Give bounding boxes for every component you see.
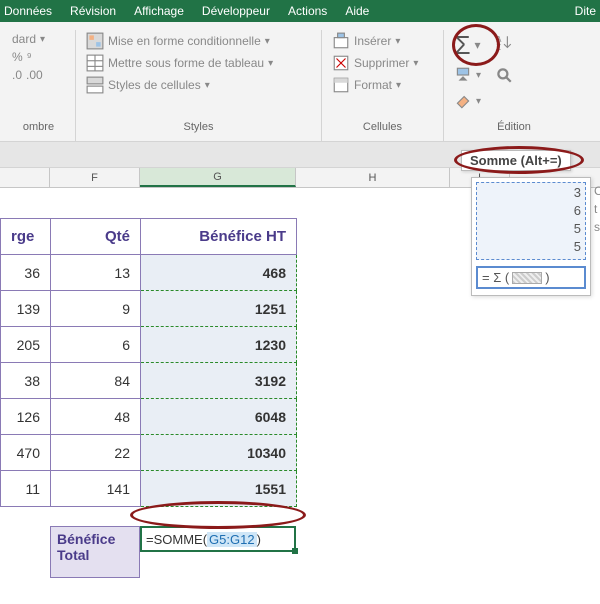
conditional-formatting-button[interactable]: Mise en forme conditionnelle▾ <box>86 32 311 50</box>
col-header-h[interactable]: H <box>296 168 450 187</box>
increase-decimal-button[interactable]: .0 <box>12 68 22 82</box>
col-header-g[interactable]: G <box>140 168 296 187</box>
autosum-preview-result: = Σ () <box>476 266 586 289</box>
group-cells: Insérer▾ Supprimer▾ Format▾ Cellules <box>322 30 444 141</box>
header-benefice: Bénéfice HT <box>141 219 297 255</box>
tab-actions[interactable]: Actions <box>288 4 327 18</box>
data-table: rge Qté Bénéfice HT 3613468 13991251 205… <box>0 218 297 507</box>
format-button[interactable]: Format▾ <box>332 76 433 94</box>
autosum-sample-values: 3 6 5 5 <box>476 182 586 260</box>
search-icon <box>495 66 513 84</box>
delete-icon <box>332 54 350 72</box>
active-formula-cell[interactable]: =SOMME(G5:G12) <box>140 526 296 552</box>
sort-filter-button[interactable]: AZ <box>495 34 513 52</box>
group-number: dard▾ % ⁹ .0 .00 ombre <box>2 30 76 141</box>
table-row[interactable]: 126486048 <box>1 399 297 435</box>
group-editing: Σ▾ ▾ ▾ AZ Édition <box>444 30 584 141</box>
format-icon <box>332 76 350 94</box>
cell-styles-button[interactable]: Styles de cellules▾ <box>86 76 311 94</box>
tooltip-body-clip: C t s <box>594 182 600 236</box>
autosum-button[interactable]: Σ▾ <box>454 32 480 58</box>
tab-aide[interactable]: Aide <box>345 4 369 18</box>
group-label-cells: Cellules <box>332 119 433 137</box>
group-styles: Mise en forme conditionnelle▾ Mettre sou… <box>76 30 322 141</box>
ribbon: dard▾ % ⁹ .0 .00 ombre Mise en forme con… <box>0 22 600 142</box>
delete-button[interactable]: Supprimer▾ <box>332 54 433 72</box>
ribbon-tabs: Données Révision Affichage Développeur A… <box>0 0 600 22</box>
group-label-styles: Styles <box>86 119 311 137</box>
tab-donnees[interactable]: Données <box>4 4 52 18</box>
header-marge: rge <box>1 219 51 255</box>
total-label-cell[interactable]: Bénéfice Total <box>50 526 140 578</box>
tab-dites[interactable]: Dite <box>575 4 596 18</box>
decrease-decimal-button[interactable]: .00 <box>26 68 43 82</box>
svg-text:Z: Z <box>496 43 501 52</box>
formula-range-ref: G5:G12 <box>207 532 257 547</box>
table-row[interactable]: 4702210340 <box>1 435 297 471</box>
group-label-number: ombre <box>12 119 65 137</box>
tab-revision[interactable]: Révision <box>70 4 116 18</box>
find-select-button[interactable] <box>495 66 513 84</box>
table-row[interactable]: 13991251 <box>1 291 297 327</box>
clear-button[interactable]: ▾ <box>454 92 481 110</box>
tab-developpeur[interactable]: Développeur <box>202 4 270 18</box>
eraser-icon <box>454 92 472 110</box>
sigma-icon: Σ <box>454 32 470 58</box>
number-format-dropdown[interactable]: dard▾ <box>12 32 65 46</box>
group-label-editing: Édition <box>454 119 574 137</box>
fill-down-icon <box>454 66 472 84</box>
table-row[interactable]: 111411551 <box>1 471 297 507</box>
header-qte: Qté <box>51 219 141 255</box>
fill-button[interactable]: ▾ <box>454 66 481 84</box>
sort-icon: AZ <box>495 34 513 52</box>
table-icon <box>86 54 104 72</box>
table-row[interactable]: 20561230 <box>1 327 297 363</box>
conditional-formatting-icon <box>86 32 104 50</box>
format-as-table-button[interactable]: Mettre sous forme de tableau▾ <box>86 54 311 72</box>
tab-affichage[interactable]: Affichage <box>134 4 184 18</box>
percent-button[interactable]: % <box>12 50 23 64</box>
formula-text: =SOMME( <box>146 532 207 547</box>
insert-button[interactable]: Insérer▾ <box>332 32 433 50</box>
cell-styles-icon <box>86 76 104 94</box>
table-row[interactable]: 38843192 <box>1 363 297 399</box>
col-header-f[interactable]: F <box>50 168 140 187</box>
table-row[interactable]: 3613468 <box>1 255 297 291</box>
comma-style-button[interactable]: ⁹ <box>27 50 32 64</box>
autosum-preview-panel: 3 6 5 5 = Σ () <box>471 177 591 296</box>
autosum-tooltip: Somme (Alt+=) <box>461 150 571 171</box>
insert-icon <box>332 32 350 50</box>
fill-handle[interactable] <box>292 548 298 554</box>
